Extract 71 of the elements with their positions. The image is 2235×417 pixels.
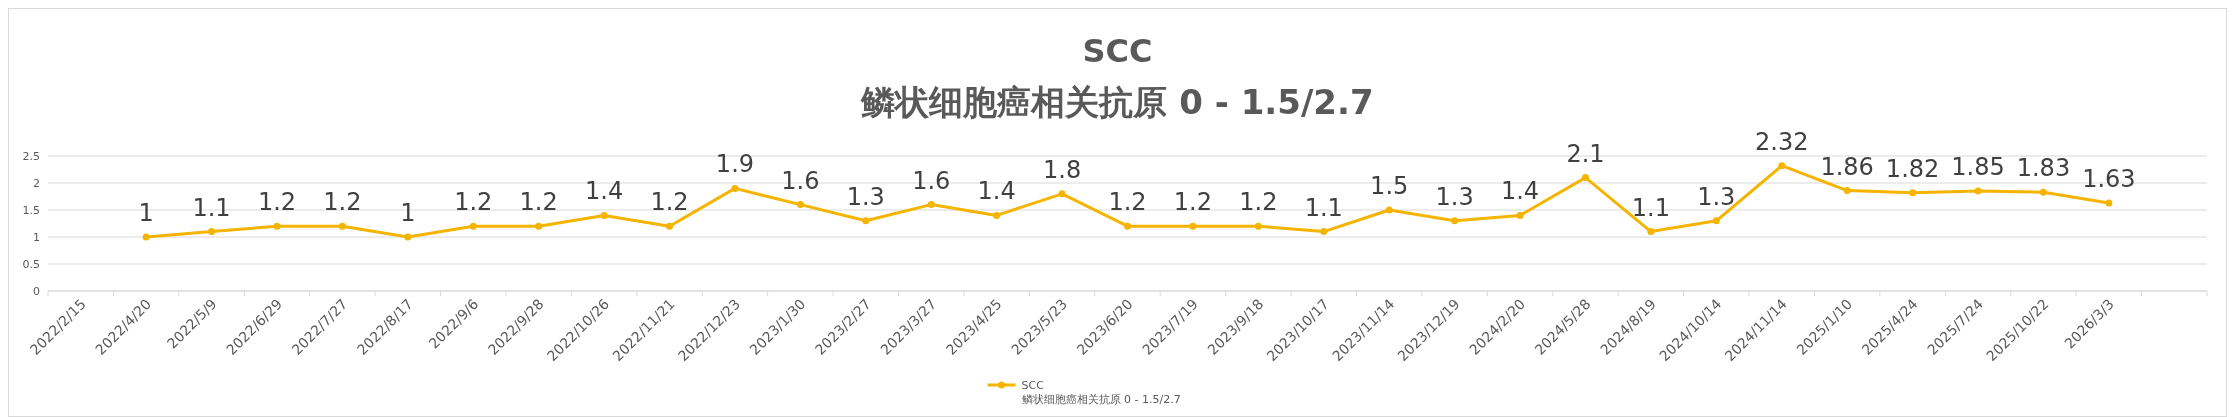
data-label: 1.2 <box>1239 188 1278 217</box>
data-label: 1.6 <box>781 166 820 195</box>
data-label: 2.32 <box>1755 127 1809 156</box>
point <box>1189 222 1197 230</box>
y-tick-label: 2.5 <box>22 150 40 163</box>
point <box>273 222 281 230</box>
y-tick-label: 2 <box>33 177 40 190</box>
point <box>1647 228 1655 236</box>
point <box>796 201 804 209</box>
point <box>404 233 412 241</box>
point <box>1320 228 1328 236</box>
y-tick-label: 1.5 <box>22 204 40 217</box>
y-tick-label: 1 <box>33 231 40 244</box>
data-label: 1.4 <box>585 177 624 206</box>
data-label: 1.1 <box>1304 193 1343 222</box>
data-label: 1.2 <box>323 188 362 217</box>
point <box>535 222 543 230</box>
point <box>600 211 608 219</box>
data-label: 1.4 <box>1500 177 1540 206</box>
point <box>993 211 1001 219</box>
data-label: 1.6 <box>912 166 951 195</box>
data-label: 1.1 <box>192 193 231 222</box>
chart-subtitle: 鳞状细胞癌相关抗原 0 - 1.5/2.7 <box>860 82 1374 122</box>
point <box>1516 211 1524 219</box>
point <box>731 184 739 192</box>
point <box>2039 188 2047 196</box>
data-label: 1.83 <box>2016 154 2071 183</box>
data-label: 1.63 <box>2082 164 2136 193</box>
point <box>1909 189 1917 197</box>
point <box>1058 190 1066 198</box>
data-label: 1.9 <box>715 150 755 179</box>
point <box>1974 187 1982 195</box>
y-tick-label: 0 <box>33 285 40 298</box>
chart-title: SCC <box>1082 32 1153 70</box>
point <box>1124 222 1131 230</box>
point <box>927 201 935 209</box>
data-label: 1.2 <box>257 188 297 217</box>
y-tick-label: 0.5 <box>22 258 40 271</box>
data-label: 1.3 <box>1435 182 1474 211</box>
data-label: 1.2 <box>454 188 493 217</box>
point <box>1843 187 1851 195</box>
data-label: 1.2 <box>519 188 558 217</box>
point <box>1254 222 1262 230</box>
point <box>469 222 477 230</box>
data-label: 1.2 <box>1108 188 1147 217</box>
point <box>1778 162 1786 170</box>
point <box>2105 199 2113 207</box>
data-label: 2.1 <box>1566 139 1605 168</box>
data-label: 1.3 <box>846 182 885 211</box>
point <box>338 222 346 230</box>
legend-label: SCC 鳞状细胞癌相关抗原 0 - 1.5/2.7 <box>1021 379 1181 406</box>
data-label: 1.86 <box>1820 152 1874 181</box>
point <box>666 222 674 230</box>
point <box>1451 217 1459 225</box>
data-label: 1 <box>400 199 416 227</box>
data-label: 1.85 <box>1951 153 2005 182</box>
point <box>208 228 216 236</box>
data-label: 1.4 <box>977 177 1016 206</box>
point <box>142 233 150 241</box>
data-label: 1.1 <box>1631 193 1670 222</box>
data-label: 1.5 <box>1370 172 1409 200</box>
data-label: 1.2 <box>1173 188 1213 217</box>
point <box>1712 217 1720 225</box>
data-label: 1 <box>138 199 154 227</box>
data-label: 1.82 <box>1885 154 1940 183</box>
point <box>1385 206 1393 214</box>
data-label: 1.8 <box>1042 155 1082 184</box>
data-label: 1.2 <box>650 188 689 217</box>
point <box>862 217 870 225</box>
point <box>1581 174 1589 182</box>
data-label: 1.3 <box>1697 182 1736 211</box>
